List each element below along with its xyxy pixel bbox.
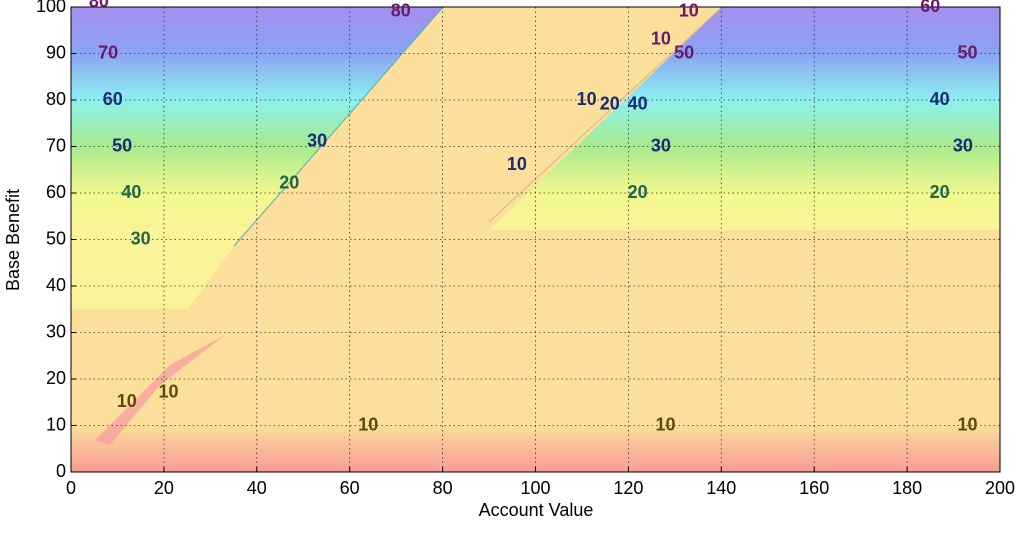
- contour-label: 10: [117, 391, 137, 411]
- contour-label: 60: [920, 0, 940, 16]
- x-tick-label: 200: [985, 478, 1015, 498]
- contour-label: 10: [358, 414, 378, 434]
- contour-label: 10: [957, 414, 977, 434]
- contour-label: 10: [651, 28, 671, 48]
- contour-label: 40: [628, 93, 648, 113]
- x-tick-label: 140: [706, 478, 736, 498]
- contour-label: 50: [957, 42, 977, 62]
- contour-label: 30: [651, 135, 671, 155]
- contour-label: 50: [674, 42, 694, 62]
- y-tick-label: 100: [36, 0, 66, 16]
- contour-label: 20: [628, 182, 648, 202]
- y-tick-label: 90: [46, 42, 66, 62]
- y-tick-label: 30: [46, 321, 66, 341]
- x-tick-label: 100: [520, 478, 550, 498]
- y-tick-label: 10: [46, 414, 66, 434]
- contour-label: 50: [112, 135, 132, 155]
- y-tick-label: 60: [46, 182, 66, 202]
- x-tick-label: 160: [799, 478, 829, 498]
- contour-label: 80: [391, 0, 411, 20]
- x-tick-label: 40: [247, 478, 267, 498]
- contour-label: 30: [953, 135, 973, 155]
- y-tick-label: 0: [56, 461, 66, 481]
- y-axis-label: Base Benefit: [3, 189, 23, 291]
- contour-label: 20: [279, 172, 299, 192]
- contour-label: 20: [600, 93, 620, 113]
- x-tick-label: 60: [340, 478, 360, 498]
- x-tick-label: 20: [154, 478, 174, 498]
- x-tick-label: 80: [433, 478, 453, 498]
- x-tick-label: 0: [66, 478, 76, 498]
- y-tick-label: 40: [46, 275, 66, 295]
- y-tick-label: 50: [46, 228, 66, 248]
- y-tick-label: 80: [46, 89, 66, 109]
- contour-label: 10: [159, 382, 179, 402]
- x-tick-label: 180: [892, 478, 922, 498]
- contour-label: 10: [507, 154, 527, 174]
- x-axis-label: Account Value: [479, 500, 594, 520]
- contour-label: 10: [679, 0, 699, 20]
- x-tick-label: 120: [613, 478, 643, 498]
- contour-label: 40: [121, 182, 141, 202]
- y-tick-label: 20: [46, 368, 66, 388]
- contour-label: 40: [930, 89, 950, 109]
- contour-label: 60: [103, 89, 123, 109]
- contour-label: 10: [656, 414, 676, 434]
- contour-label: 30: [307, 131, 327, 151]
- y-tick-label: 70: [46, 135, 66, 155]
- contour-label: 70: [98, 42, 118, 62]
- contour-label: 80: [89, 0, 109, 11]
- contour-label: 30: [131, 228, 151, 248]
- contour-label: 20: [930, 182, 950, 202]
- contour-label: 10: [577, 89, 597, 109]
- plot-frame: [70, 6, 1001, 473]
